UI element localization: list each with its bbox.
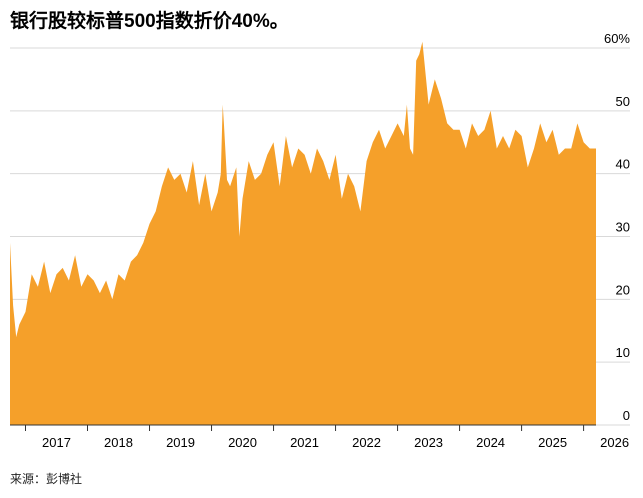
y-tick-label: 60% — [604, 31, 630, 46]
x-tick-label: 2025 — [538, 435, 567, 450]
chart-title: 银行股较标普500指数折价40%。 — [10, 11, 289, 32]
x-tick-label: 2021 — [290, 435, 319, 450]
y-tick-label: 30 — [616, 220, 630, 235]
y-tick-label: 50 — [616, 94, 630, 109]
x-tick-label: 2023 — [414, 435, 443, 450]
y-tick-label: 10 — [616, 345, 630, 360]
y-tick-label: 20 — [616, 282, 630, 297]
discount-area — [10, 41, 596, 425]
source-note: 来源：彭博社 — [10, 472, 83, 486]
x-tick-label: 2024 — [476, 435, 505, 450]
x-tick-label: 2020 — [228, 435, 257, 450]
y-axis-ticks: 0 10 20 30 40 50 60% — [604, 31, 630, 423]
x-tick-label: 2022 — [352, 435, 381, 450]
y-tick-label: 0 — [623, 408, 630, 423]
x-axis-ticks: 2017 2018 2019 2020 2021 2022 2023 2024 2025 2026 — [25, 425, 629, 450]
x-tick-label: 2018 — [104, 435, 133, 450]
y-tick-label: 40 — [616, 157, 630, 172]
x-tick-label: 2026 — [600, 435, 629, 450]
x-tick-label: 2017 — [42, 435, 71, 450]
series-area — [10, 41, 596, 426]
x-tick-label: 2019 — [166, 435, 195, 450]
